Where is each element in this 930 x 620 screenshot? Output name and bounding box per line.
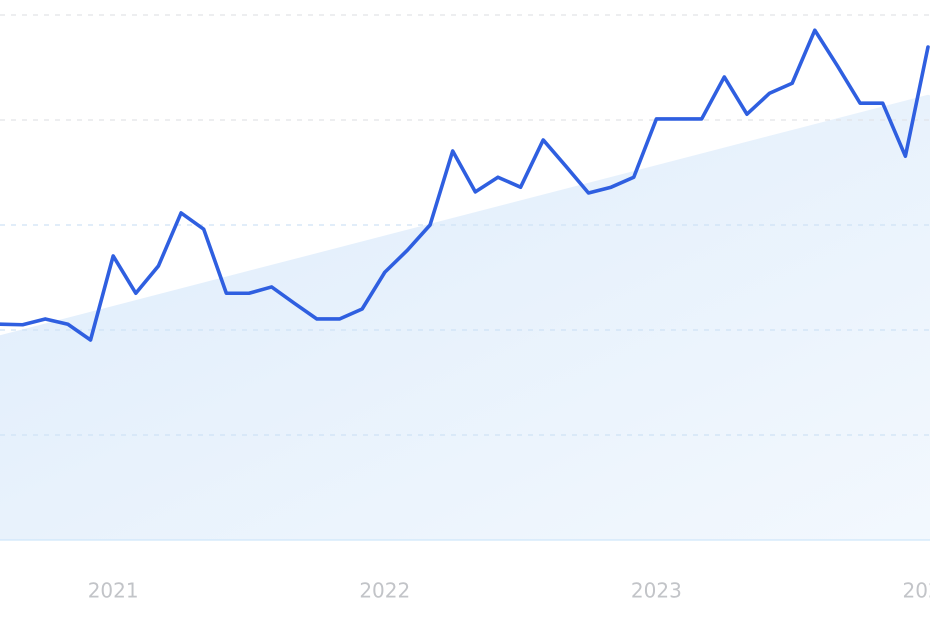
x-tick-label: 2024 [903,579,930,603]
line [0,28,930,342]
trend-area [0,94,930,540]
x-tick-label: 2022 [359,579,410,603]
x-tick-label: 2021 [88,579,139,603]
x-tick-label: 2023 [631,579,682,603]
